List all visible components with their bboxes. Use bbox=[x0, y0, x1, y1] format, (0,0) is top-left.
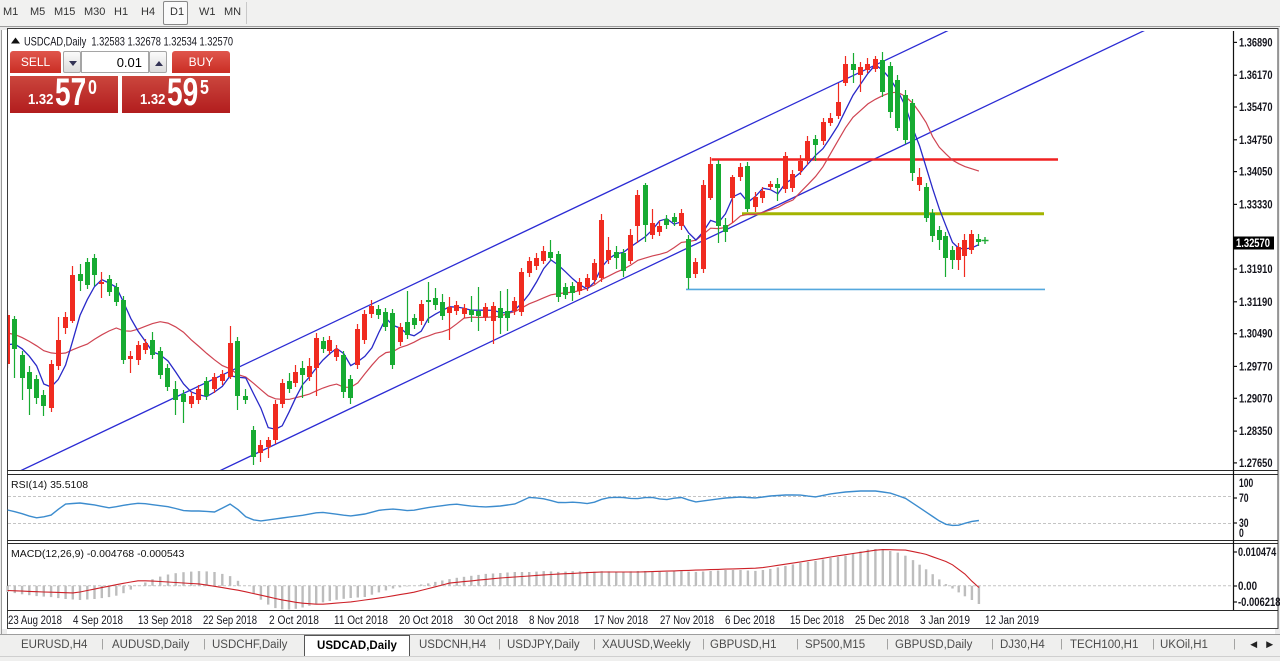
svg-text:27 Nov 2018: 27 Nov 2018 bbox=[660, 615, 714, 627]
svg-text:1.27650: 1.27650 bbox=[1239, 456, 1273, 470]
svg-text:100: 100 bbox=[1239, 476, 1253, 490]
svg-text:17 Nov 2018: 17 Nov 2018 bbox=[594, 615, 648, 627]
svg-text:70: 70 bbox=[1239, 491, 1249, 505]
svg-text:1.31910: 1.31910 bbox=[1239, 262, 1273, 276]
svg-text:1.36890: 1.36890 bbox=[1239, 35, 1273, 49]
svg-text:22 Sep 2018: 22 Sep 2018 bbox=[203, 615, 257, 627]
svg-text:1.34050: 1.34050 bbox=[1239, 165, 1273, 179]
svg-text:MACD(12,26,9) -0.004768 -0.000: MACD(12,26,9) -0.004768 -0.000543 bbox=[11, 548, 185, 560]
svg-text:1.28350: 1.28350 bbox=[1239, 424, 1273, 438]
svg-text:1.34750: 1.34750 bbox=[1239, 133, 1273, 147]
svg-text:3 Jan 2019: 3 Jan 2019 bbox=[920, 615, 970, 627]
svg-text:1.29070: 1.29070 bbox=[1239, 391, 1273, 405]
svg-text:4 Sep 2018: 4 Sep 2018 bbox=[73, 615, 123, 627]
svg-text:USDCAD,Daily 1.32583 1.32678: USDCAD,Daily 1.32583 1.32678 1.32534 1.3… bbox=[24, 35, 233, 49]
svg-text:1.35470: 1.35470 bbox=[1239, 100, 1273, 114]
svg-text:1.29770: 1.29770 bbox=[1239, 359, 1273, 373]
svg-text:1.36170: 1.36170 bbox=[1239, 68, 1273, 82]
svg-text:2 Oct 2018: 2 Oct 2018 bbox=[269, 615, 319, 627]
svg-text:11 Oct 2018: 11 Oct 2018 bbox=[334, 615, 388, 627]
svg-text:1.32570: 1.32570 bbox=[1236, 236, 1270, 250]
svg-text:30 Oct 2018: 30 Oct 2018 bbox=[464, 615, 518, 627]
svg-text:1.31190: 1.31190 bbox=[1239, 295, 1273, 309]
svg-text:6 Dec 2018: 6 Dec 2018 bbox=[725, 615, 775, 627]
svg-text:13 Sep 2018: 13 Sep 2018 bbox=[138, 615, 192, 627]
svg-text:0: 0 bbox=[1239, 526, 1244, 540]
svg-text:15 Dec 2018: 15 Dec 2018 bbox=[790, 615, 844, 627]
svg-text:-0.006218: -0.006218 bbox=[1238, 595, 1280, 609]
svg-text:1.33330: 1.33330 bbox=[1239, 197, 1273, 211]
svg-text:23 Aug 2018: 23 Aug 2018 bbox=[8, 615, 62, 627]
svg-text:20 Oct 2018: 20 Oct 2018 bbox=[399, 615, 453, 627]
svg-text:0.010474: 0.010474 bbox=[1238, 545, 1276, 559]
svg-text:30: 30 bbox=[1239, 516, 1249, 530]
svg-text:25 Dec 2018: 25 Dec 2018 bbox=[855, 615, 909, 627]
svg-text:1.30490: 1.30490 bbox=[1239, 327, 1273, 341]
svg-text:8 Nov 2018: 8 Nov 2018 bbox=[529, 615, 579, 627]
svg-text:0.00: 0.00 bbox=[1238, 579, 1257, 593]
svg-text:RSI(14) 35.5108: RSI(14) 35.5108 bbox=[11, 479, 88, 491]
svg-text:12 Jan 2019: 12 Jan 2019 bbox=[985, 615, 1039, 627]
